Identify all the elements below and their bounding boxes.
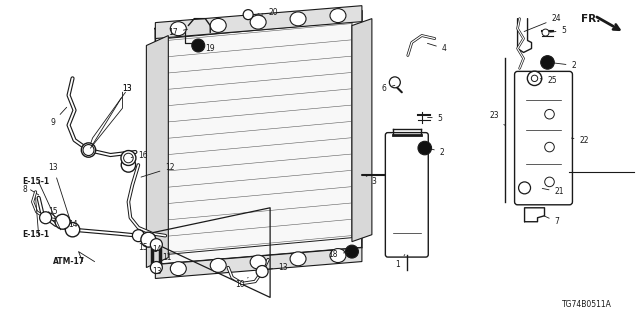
Circle shape	[121, 150, 136, 165]
Text: TG74B0511A: TG74B0511A	[561, 300, 611, 309]
FancyBboxPatch shape	[515, 71, 572, 205]
Circle shape	[418, 141, 431, 155]
Text: 14: 14	[152, 245, 162, 254]
Polygon shape	[147, 36, 168, 268]
Text: 13: 13	[268, 263, 288, 272]
FancyBboxPatch shape	[385, 132, 428, 257]
Polygon shape	[352, 19, 372, 242]
Text: 6: 6	[382, 84, 395, 93]
Circle shape	[124, 153, 133, 163]
Text: ATM-17: ATM-17	[52, 257, 84, 266]
Circle shape	[518, 182, 531, 194]
Ellipse shape	[330, 9, 346, 23]
Text: 10: 10	[235, 277, 248, 289]
Text: 11: 11	[163, 253, 172, 262]
Polygon shape	[156, 11, 362, 265]
Circle shape	[542, 29, 549, 36]
Text: 2: 2	[552, 61, 576, 70]
Polygon shape	[156, 248, 362, 278]
Ellipse shape	[290, 12, 306, 26]
Circle shape	[150, 239, 163, 251]
Text: 24: 24	[524, 14, 561, 32]
Text: 12: 12	[141, 164, 175, 177]
Text: 5: 5	[428, 114, 443, 123]
Text: 17: 17	[168, 28, 188, 37]
Text: 16: 16	[131, 150, 148, 160]
Circle shape	[527, 71, 541, 85]
Circle shape	[545, 142, 554, 152]
Ellipse shape	[170, 22, 186, 36]
Text: 23: 23	[490, 111, 504, 125]
Text: 14: 14	[68, 220, 78, 229]
Circle shape	[545, 177, 554, 187]
Text: 13: 13	[122, 84, 132, 93]
Ellipse shape	[250, 15, 266, 29]
Circle shape	[256, 266, 268, 277]
Ellipse shape	[210, 258, 226, 272]
Ellipse shape	[330, 249, 346, 262]
Text: 4: 4	[428, 43, 447, 53]
Text: 18: 18	[328, 250, 349, 259]
Text: 5: 5	[550, 26, 566, 35]
Circle shape	[81, 143, 96, 157]
Text: 7: 7	[544, 216, 559, 226]
Polygon shape	[156, 6, 362, 38]
Text: FR.: FR.	[581, 14, 601, 24]
Text: 8: 8	[22, 185, 28, 194]
Text: 21: 21	[542, 188, 564, 196]
Circle shape	[541, 56, 554, 69]
Text: E-15-1: E-15-1	[22, 177, 50, 187]
Text: 1: 1	[395, 255, 405, 269]
Text: 3: 3	[365, 175, 377, 187]
Text: 2: 2	[431, 148, 445, 156]
Ellipse shape	[290, 252, 306, 266]
Circle shape	[141, 232, 156, 247]
Circle shape	[545, 109, 554, 119]
Text: 9: 9	[51, 107, 67, 127]
Text: 15: 15	[49, 207, 58, 216]
Text: 19: 19	[205, 44, 215, 53]
Circle shape	[121, 158, 136, 172]
Text: 20: 20	[260, 8, 278, 17]
Circle shape	[346, 245, 358, 258]
Circle shape	[389, 77, 401, 88]
Circle shape	[132, 230, 145, 242]
Circle shape	[55, 214, 70, 229]
Text: 13: 13	[49, 164, 72, 225]
Circle shape	[150, 261, 163, 274]
Ellipse shape	[250, 255, 266, 269]
Text: 13: 13	[152, 267, 162, 276]
Circle shape	[83, 145, 94, 156]
Text: 22: 22	[572, 136, 589, 145]
Text: 25: 25	[540, 76, 557, 85]
Text: 15: 15	[138, 243, 148, 252]
Circle shape	[40, 212, 52, 224]
Circle shape	[531, 75, 538, 82]
Circle shape	[192, 39, 205, 52]
Circle shape	[65, 222, 80, 237]
Ellipse shape	[210, 19, 226, 32]
Circle shape	[243, 10, 253, 20]
Ellipse shape	[170, 262, 186, 276]
Text: E-15-1: E-15-1	[22, 230, 50, 239]
Text: 13: 13	[92, 84, 132, 146]
